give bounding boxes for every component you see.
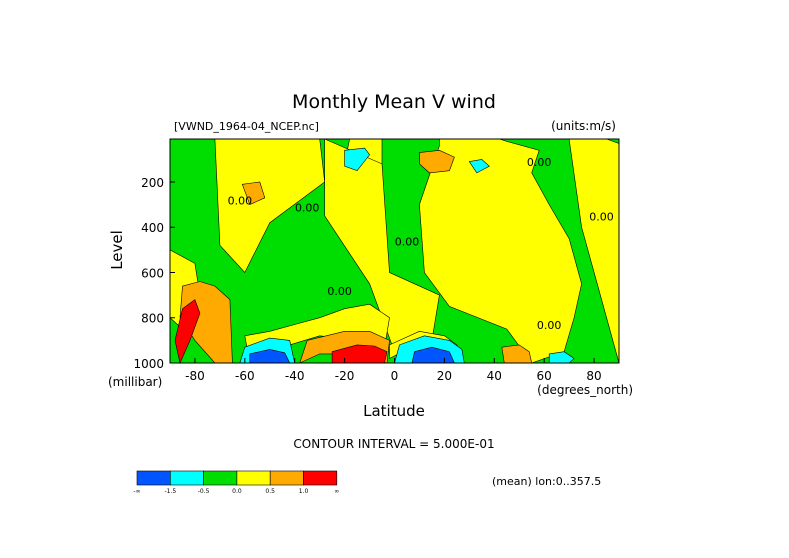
y-tick-label-4: 1000 (133, 357, 164, 371)
colorbar-label-6: ∞ (334, 488, 339, 495)
colorbar-label-3: 0.0 (232, 488, 242, 495)
colorbar-swatch-0 (136, 470, 171, 486)
x-tick-label-4: 0 (391, 369, 399, 383)
contour-regions (169, 138, 620, 364)
contour-region-21 (411, 346, 455, 364)
x-tick-label-3: -20 (335, 369, 355, 383)
y-tick-label-0: 200 (141, 176, 164, 190)
x-tick-label-0: -80 (185, 369, 205, 383)
plot-area: 0.00 0.00 0.00 0.00 0.00 0.00 0.00 -80 -60 -40 -2… (133, 138, 620, 383)
contour-label-5: 0.00 (589, 210, 614, 223)
x-tick-label-7: 60 (537, 369, 552, 383)
dataset-label: [VWND_1964-04_NCEP.nc] (174, 120, 319, 133)
chart-title: Monthly Mean V wind (292, 91, 496, 113)
contour-labels: 0.00 0.00 0.00 0.00 0.00 0.00 0.00 (228, 156, 614, 332)
x-tick-label-1: -60 (235, 369, 255, 383)
y-tick-label-1: 400 (141, 221, 164, 235)
colorbar-label-2: -0.5 (198, 488, 210, 495)
colorbar-swatch-1 (170, 470, 204, 486)
contour-region-12 (501, 344, 533, 364)
colorbar-label-1: -1.5 (164, 488, 176, 495)
contour-region-3 (419, 138, 582, 364)
contour-label-2: 0.00 (295, 201, 320, 214)
y-tick-label-3: 800 (141, 312, 164, 326)
y-axis-unit: (millibar) (108, 375, 162, 389)
x-tick-label-2: -40 (285, 369, 305, 383)
contour-region-13 (174, 299, 201, 364)
colorbar-label-0: -∞ (133, 488, 140, 495)
colorbar-swatch-5 (303, 470, 338, 486)
contour-region-20 (249, 349, 291, 364)
contour-label-0: 0.00 (527, 156, 552, 169)
contour-region-19 (548, 351, 575, 364)
x-axis-title: Latitude (363, 402, 425, 420)
colorbar-swatch-3 (236, 470, 271, 486)
contour-label-4: 0.00 (327, 285, 352, 298)
x-axis-unit: (degrees_north) (537, 383, 633, 397)
y-tick-label-2: 600 (141, 266, 164, 280)
x-axis-ticks: -80 -60 -40 -20 0 20 40 60 80 (185, 358, 602, 383)
colorbar-swatch-2 (203, 470, 238, 486)
contour-label-1: 0.00 (228, 195, 253, 208)
x-tick-label-5: 20 (437, 369, 452, 383)
contour-interval-label: CONTOUR INTERVAL = 5.000E-01 (293, 437, 494, 451)
contour-label-3: 0.00 (395, 235, 420, 248)
contour-region-9 (419, 149, 455, 174)
colorbar-swatch-4 (269, 470, 304, 486)
contour-region-8 (241, 181, 266, 206)
mean-label: (mean) lon:0..357.5 (492, 475, 601, 488)
units-label: (units:m/s) (551, 119, 616, 133)
colorbar-label-4: 0.5 (265, 488, 275, 495)
colorbar-label-5: 1.0 (299, 488, 309, 495)
contour-region-16 (468, 159, 490, 174)
colorbar: -∞ -1.5 -0.5 0.0 0.5 1.0 ∞ (133, 470, 339, 495)
x-tick-label-8: 80 (586, 369, 601, 383)
contour-region-15 (344, 147, 370, 172)
x-tick-label-6: 40 (487, 369, 502, 383)
contour-label-6: 0.00 (537, 319, 562, 332)
y-axis-title: Level (108, 230, 126, 270)
y-axis-ticks: 200 400 600 800 1000 (133, 176, 175, 371)
